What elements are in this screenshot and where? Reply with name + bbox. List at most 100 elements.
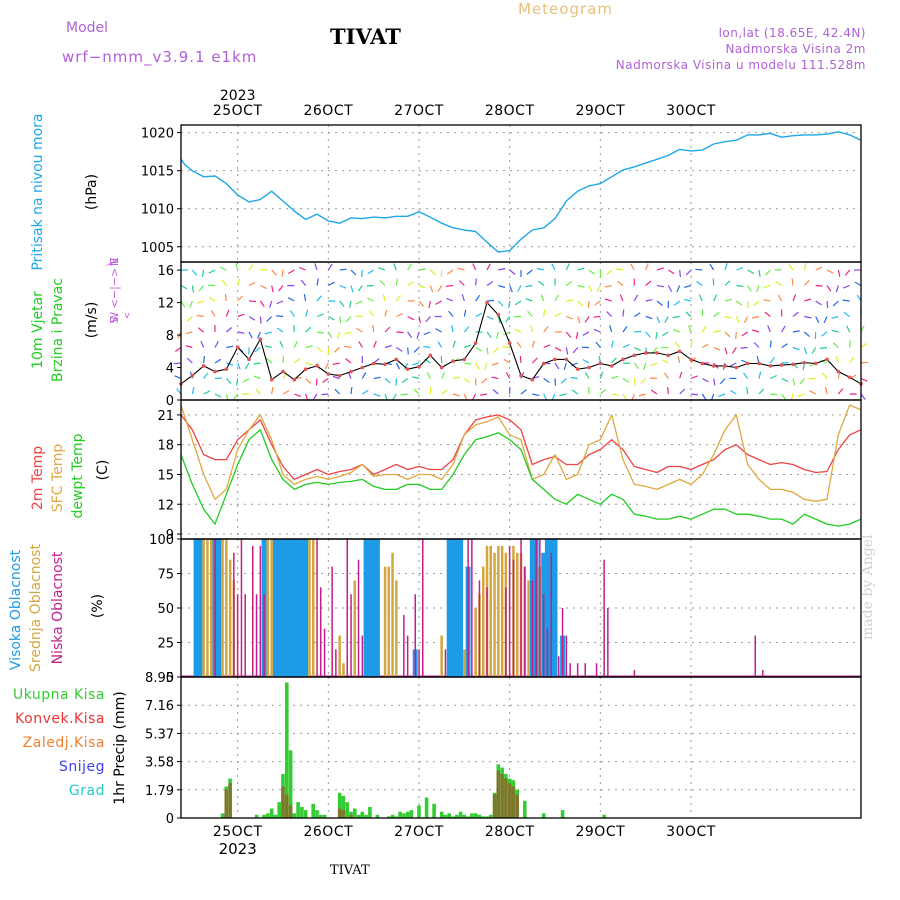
wind-arrow	[426, 371, 431, 379]
precip-total-bar	[541, 813, 546, 818]
wind-arrow	[334, 388, 341, 395]
wind-arrow	[345, 358, 352, 364]
wind-arrow	[369, 310, 375, 317]
wind-arrow	[303, 293, 307, 302]
wind-arrow	[554, 362, 560, 370]
cloud-high-bar	[197, 539, 203, 677]
wind-arrow	[577, 316, 581, 324]
precip-legend-1: Konvek.Kisa	[15, 711, 105, 727]
precip-total-bar	[269, 808, 274, 818]
wind-arrow	[257, 331, 261, 339]
cloud-low-bar	[565, 635, 568, 677]
wind-arrow	[792, 346, 800, 351]
wind-speed-point	[417, 364, 421, 369]
wind-arrow	[332, 375, 340, 380]
wind-arrow	[599, 388, 606, 395]
wind-arrow	[611, 393, 619, 396]
wind-arrow	[679, 388, 686, 395]
wind-arrow	[763, 299, 771, 302]
wind-speed-point	[700, 361, 705, 366]
wind-arrow	[713, 330, 721, 333]
cloud-mid-bar	[270, 539, 273, 677]
cloud-mid-bar	[497, 545, 500, 677]
cloud-high-bar	[299, 539, 305, 677]
wind-arrow	[226, 362, 234, 366]
cloud-high-bar	[446, 539, 452, 677]
wind-arrow	[225, 327, 233, 333]
wind-speed-point	[224, 367, 229, 371]
precip-total-bar	[273, 814, 278, 818]
wind-arrow	[690, 375, 698, 380]
wind-arrow	[191, 269, 198, 276]
cloud-low-bar	[255, 594, 258, 677]
wind-arrow	[423, 346, 431, 349]
wind-arrow	[846, 325, 851, 333]
wind-arrow	[186, 357, 193, 364]
wind-arrow	[316, 278, 319, 286]
wind-arrow	[328, 281, 335, 287]
precip-ytick-label-1: 1.79	[145, 784, 174, 799]
watermark: made by Angel	[860, 534, 876, 641]
wind-arrow	[483, 362, 488, 370]
wind-arrow	[395, 362, 401, 370]
precip-total-bar	[394, 816, 399, 818]
wind-arrow	[486, 281, 494, 286]
wind-arrow	[803, 280, 810, 286]
precip-total-bar	[368, 807, 372, 818]
wind-arrow	[595, 341, 601, 348]
wind-speed-point	[598, 361, 603, 366]
precip-total-bar	[322, 814, 327, 818]
wind-arrow	[343, 345, 352, 349]
wind-arrow	[253, 362, 261, 365]
precip-conv-bar	[507, 783, 512, 818]
cloud-high-bar	[276, 539, 282, 677]
wind-arrow	[543, 393, 548, 401]
wind-arrow	[656, 267, 664, 271]
model-label: Model	[66, 20, 109, 36]
precip-total-bar	[417, 805, 421, 818]
wind-arrow	[752, 315, 760, 319]
wind-arrow	[554, 294, 560, 302]
precip-ytick-label-0: 0	[166, 812, 174, 827]
clouds-ytick-label-2: 50	[157, 602, 174, 617]
wind-arrow	[815, 316, 820, 323]
wind-arrow	[756, 285, 760, 293]
wind-arrow	[266, 357, 273, 364]
temp-ylabel-sfc: SFC Temp	[50, 444, 66, 513]
wind-arrow	[604, 284, 612, 288]
wind-arrow	[191, 387, 195, 395]
cloud-low-bar	[236, 594, 239, 677]
wind-arrow	[174, 375, 182, 380]
top-axis-tick-label: 28OCT	[485, 103, 535, 119]
wind-arrow	[655, 331, 658, 339]
wind-ylabel-1: 10m Vjetar	[30, 291, 46, 369]
precip-frame	[180, 676, 862, 819]
wind-arrow	[724, 347, 728, 355]
wind-arrow	[358, 341, 363, 348]
wind-arrow	[758, 388, 765, 395]
precip-total-bar	[432, 803, 436, 818]
wind-arrow	[804, 298, 812, 302]
wind-arrow	[276, 327, 284, 333]
wind-arrow	[400, 393, 408, 396]
top-axis-tick-label: 25OCT	[213, 103, 263, 119]
wind-arrow	[679, 269, 681, 278]
precip-total-bar	[424, 797, 429, 818]
wind-ytick-label-3: 12	[157, 297, 174, 312]
wind-arrow	[842, 299, 850, 302]
wind-arrow	[373, 376, 381, 380]
wind-arrow	[491, 376, 499, 380]
wind-arrow	[832, 300, 839, 307]
wind-arrow	[517, 285, 522, 292]
wind-speed-point	[303, 367, 308, 371]
wind-arrow	[361, 269, 363, 278]
wind-arrow	[362, 389, 369, 395]
wind-arrow	[392, 393, 397, 401]
cloud-low-bar	[214, 539, 216, 677]
wind-arrow	[815, 266, 823, 271]
wind-arrow	[803, 331, 810, 338]
wind-arrow	[345, 316, 352, 323]
wind-arrow	[560, 378, 567, 384]
cloud-low-bar	[331, 566, 333, 677]
wind-arrow	[554, 346, 562, 352]
